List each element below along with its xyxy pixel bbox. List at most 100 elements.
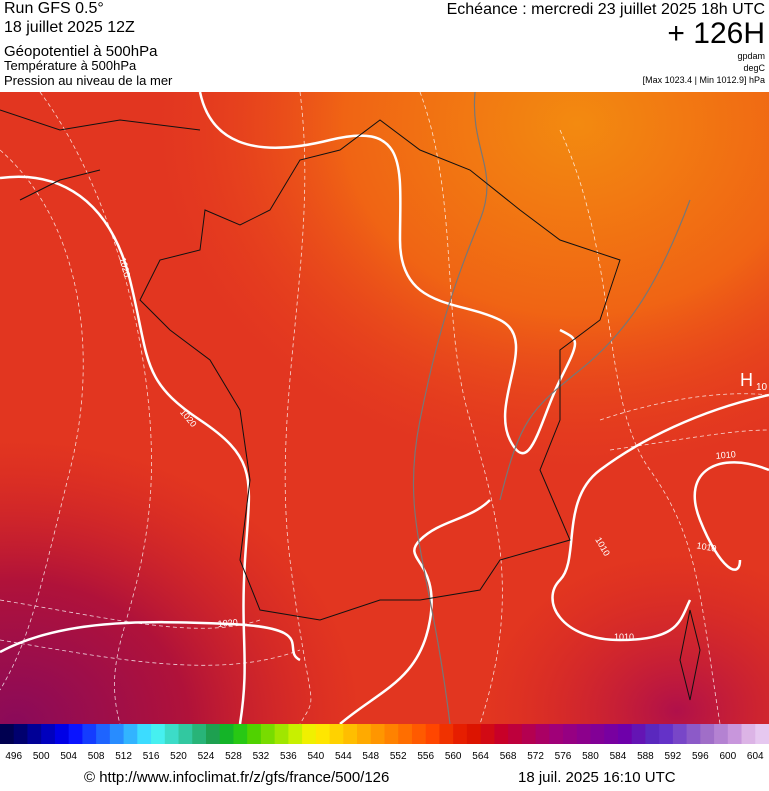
color-swatch [563,724,578,744]
scale-label: 572 [527,751,544,762]
timestamp: 18 juil. 2025 16:10 UTC [518,769,676,786]
isobar-label: 1010 [715,449,736,461]
high-pressure-marker: H [740,370,753,390]
scale-label: 576 [555,751,572,762]
high-pressure-value: 10 [756,382,768,393]
temperature-label: Température à 500hPa [4,58,137,73]
color-swatch [357,724,372,744]
color-swatch [714,724,729,744]
color-swatch [192,724,207,744]
scale-label: 540 [307,751,324,762]
scale-label: 552 [390,751,407,762]
color-swatch [398,724,413,744]
scale-label: 536 [280,751,297,762]
color-swatch [549,724,564,744]
run-label: Run GFS 0.5° [4,0,104,17]
color-swatch [508,724,523,744]
source-url: © http://www.infoclimat.fr/z/gfs/france/… [84,769,389,786]
color-swatch [315,724,331,744]
scale-label: 556 [417,751,434,762]
color-swatch [631,724,646,744]
color-swatch [755,724,769,744]
color-swatch [329,724,344,744]
color-swatch [590,724,605,744]
color-swatch [233,724,248,744]
color-swatch [576,724,591,744]
scale-label: 580 [582,751,599,762]
unit-geopotential: gpdam [737,51,765,61]
color-swatch [109,724,125,744]
color-swatch [480,724,495,744]
color-swatch [137,724,152,744]
scale-label: 504 [60,751,77,762]
field-label: Géopotentiel à 500hPa [4,43,158,60]
scale-label: 588 [637,751,654,762]
color-swatch [288,724,303,744]
forecast-time: Echéance : mercredi 23 juillet 2025 18h … [447,1,765,18]
isobar-label: 1010 [696,540,717,553]
color-swatch [82,724,97,744]
color-swatch [164,724,180,744]
color-swatch [219,724,234,744]
color-swatch [453,724,468,744]
color-swatch [123,724,138,744]
scale-label: 512 [115,751,132,762]
color-swatch [205,724,221,744]
color-swatch [521,724,537,744]
color-swatch [439,724,454,744]
color-swatch [343,724,358,744]
scale-label: 564 [472,751,489,762]
color-swatch [13,724,28,744]
color-swatch [466,724,482,744]
color-swatch [260,724,276,744]
scale-label: 600 [719,751,736,762]
color-swatch [370,724,385,744]
color-swatch [741,724,756,744]
color-swatch [68,724,83,744]
color-swatch [247,724,262,744]
color-swatch [686,724,701,744]
scale-label: 520 [170,751,187,762]
scale-label: 544 [335,751,352,762]
color-swatch [604,724,619,744]
color-swatch [27,724,42,744]
color-swatch [0,724,15,744]
color-swatch [96,724,111,744]
scale-label: 528 [225,751,242,762]
forecast-offset: + 126H [667,17,765,50]
isobar-label: 1020 [217,617,238,629]
scale-label: 516 [143,751,160,762]
pressure-label: Pression au niveau de la mer [4,73,173,88]
pressure-range: [Max 1023.4 | Min 1012.9] hPa [643,75,765,85]
scale-label: 508 [88,751,105,762]
run-date: 18 juillet 2025 12Z [4,19,135,36]
color-scale: 496 500 504 508 512 516 520 524 528 532 536 540 544 5… [0,724,769,762]
scale-label: 532 [253,751,270,762]
scale-label: 524 [198,751,215,762]
color-swatch [178,724,193,744]
color-swatch [700,724,715,744]
color-swatch [659,724,674,744]
color-swatch [302,724,317,744]
scale-label: 560 [445,751,462,762]
scale-label: 496 [5,751,22,762]
isobar-label: 1010 [614,632,634,642]
unit-temperature: degC [743,63,765,73]
scale-label: 548 [362,751,379,762]
color-swatch [151,724,166,744]
scale-label: 584 [610,751,627,762]
color-swatch [645,724,660,744]
scale-label: 500 [33,751,50,762]
color-swatch [384,724,399,744]
color-swatch [274,724,289,744]
scale-label: 592 [665,751,682,762]
color-swatch [411,724,427,744]
color-swatch [535,724,550,744]
color-swatch [41,724,56,744]
color-swatch [494,724,509,744]
color-swatch [425,724,440,744]
color-swatch [727,724,743,744]
color-swatch [672,724,688,744]
